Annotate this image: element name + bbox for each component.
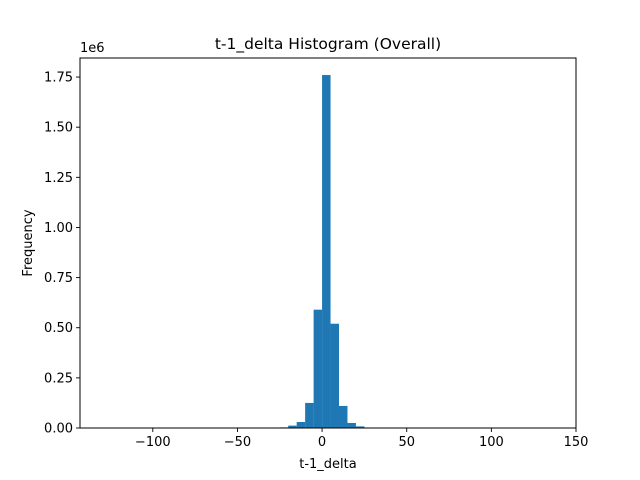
histogram-bar-8 <box>347 422 356 428</box>
x-tick-label: 50 <box>398 435 415 450</box>
y-tick-label: 1.50 <box>44 121 73 136</box>
x-tick-label: −100 <box>135 435 171 450</box>
x-tick-label: 100 <box>479 435 504 450</box>
y-tick-label: 0.25 <box>44 371 73 386</box>
histogram-bar-6 <box>330 323 340 428</box>
x-tick-label: 150 <box>564 435 589 450</box>
histogram-bar-9 <box>355 426 365 428</box>
y-ticks: 0.00 0.25 0.50 0.75 1.00 1.25 1.50 1.75 <box>44 71 80 437</box>
histogram-bar-1 <box>288 425 297 428</box>
y-axis-label: Frequency <box>21 209 36 276</box>
y-tick-label: 1.25 <box>44 171 73 186</box>
histogram-bar-5 <box>322 75 331 428</box>
y-tick-label: 1.75 <box>44 71 73 86</box>
y-tick-label: 1.00 <box>44 221 73 236</box>
histogram-bar-3 <box>305 402 314 428</box>
x-ticks: −100 −50 0 50 100 150 <box>135 428 588 450</box>
histogram-bar-7 <box>339 405 348 428</box>
x-tick-label: 0 <box>318 435 326 450</box>
histogram-bar-2 <box>296 421 306 428</box>
y-tick-label: 0.00 <box>44 422 73 437</box>
y-tick-label: 0.75 <box>44 271 73 286</box>
histogram-bar-4 <box>313 309 323 428</box>
y-tick-label: 0.50 <box>44 321 73 336</box>
plot-frame <box>79 57 577 429</box>
y-offset-label: 1e6 <box>80 41 105 56</box>
x-axis-label: t-1_delta <box>299 457 356 472</box>
chart-title: t-1_delta Histogram (Overall) <box>215 35 441 54</box>
bars-group <box>279 75 373 428</box>
x-tick-label: −50 <box>224 435 251 450</box>
